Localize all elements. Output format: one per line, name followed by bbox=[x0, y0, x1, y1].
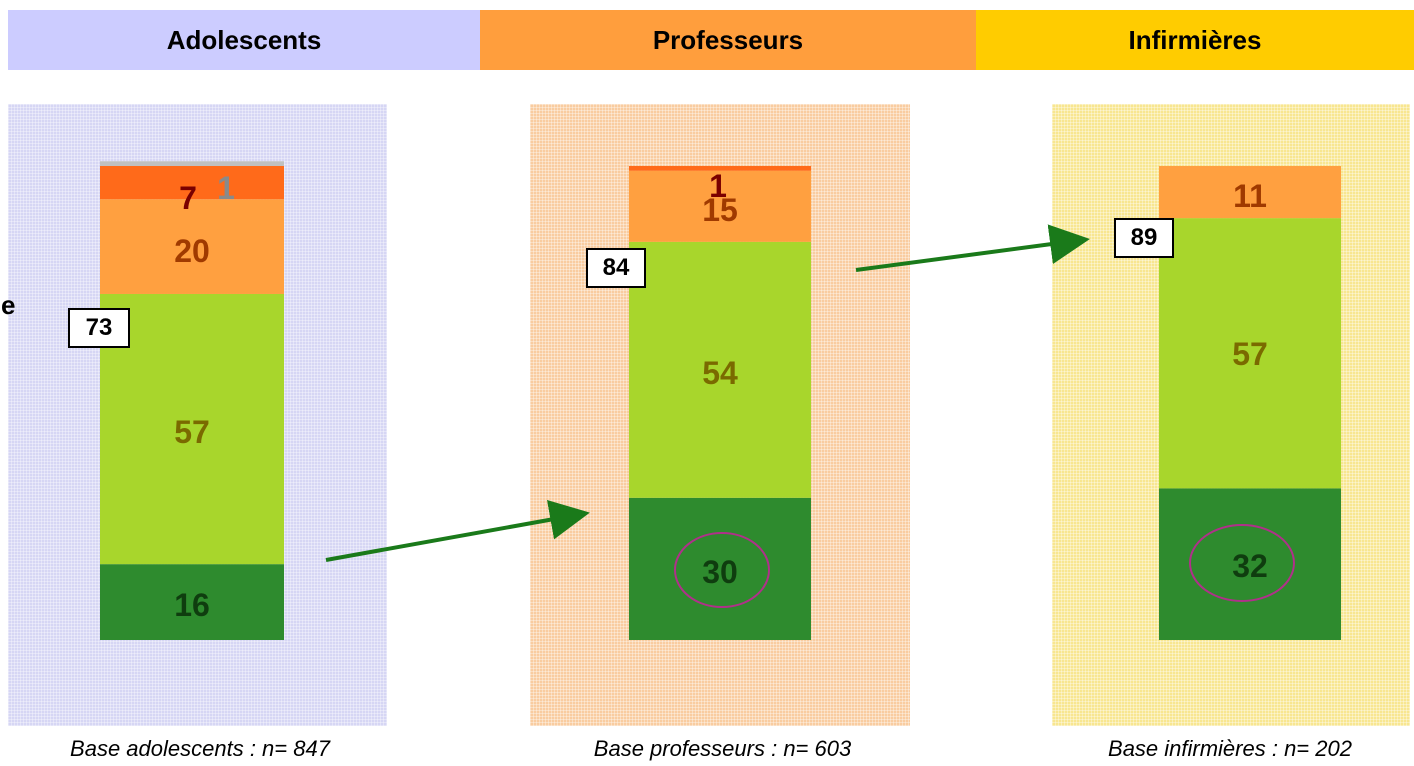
value-label-infirmieres-32: 32 bbox=[1232, 548, 1268, 584]
value-label-professeurs-1: 1 bbox=[709, 168, 727, 204]
arrow-professeurs-to-infirmieres bbox=[855, 224, 1090, 272]
bar-segment-infirmieres-11 bbox=[1159, 166, 1341, 219]
bar-segment-professeurs-15 bbox=[629, 170, 811, 242]
value-label-adolescents-1: 1 bbox=[217, 170, 235, 206]
bar-segment-adolescents-20 bbox=[100, 199, 284, 294]
value-label-professeurs-30: 30 bbox=[702, 554, 738, 590]
bar-segment-adolescents-1 bbox=[100, 161, 284, 166]
bar-segment-adolescents-57 bbox=[100, 293, 284, 565]
arrow-adolescents-to-professeurs bbox=[325, 499, 590, 562]
value-label-professeurs-54: 54 bbox=[702, 355, 738, 391]
value-label-adolescents-57: 57 bbox=[174, 414, 210, 450]
caption-professeurs: Base professeurs : n= 603 bbox=[593, 736, 852, 761]
caption-adolescents: Base adolescents : n= 847 bbox=[70, 736, 330, 761]
bar-segment-adolescents-7 bbox=[100, 166, 284, 200]
value-label-adolescents-16: 16 bbox=[174, 587, 210, 623]
bar-segment-professeurs-1 bbox=[629, 166, 811, 171]
edge-text-fragment: e bbox=[1, 290, 16, 320]
highlight-ellipse-professeurs bbox=[674, 532, 770, 608]
total-box-professeurs: 84 bbox=[586, 248, 646, 288]
total-box-adolescents: 73 bbox=[68, 308, 130, 348]
highlight-ellipse-infirmieres bbox=[1189, 524, 1295, 602]
bar-segment-infirmieres-57 bbox=[1159, 218, 1341, 489]
value-label-adolescents-20: 20 bbox=[174, 233, 210, 269]
header-adolescents: Adolescents bbox=[8, 10, 480, 70]
total-box-infirmieres: 89 bbox=[1114, 218, 1174, 258]
value-label-infirmieres-57: 57 bbox=[1232, 336, 1268, 372]
value-label-infirmieres-11: 11 bbox=[1233, 178, 1267, 214]
value-label-adolescents-7: 7 bbox=[179, 180, 197, 216]
bar-segment-professeurs-54 bbox=[629, 241, 811, 498]
header-professeurs: Professeurs bbox=[480, 10, 976, 70]
value-label-professeurs-15: 15 bbox=[702, 192, 738, 228]
bar-segment-adolescents-16 bbox=[100, 564, 284, 640]
bar-segment-professeurs-30 bbox=[629, 497, 811, 640]
caption-infirmieres: Base infirmières : n= 202 bbox=[1108, 736, 1352, 761]
header-infirmieres: Infirmières bbox=[976, 10, 1414, 70]
